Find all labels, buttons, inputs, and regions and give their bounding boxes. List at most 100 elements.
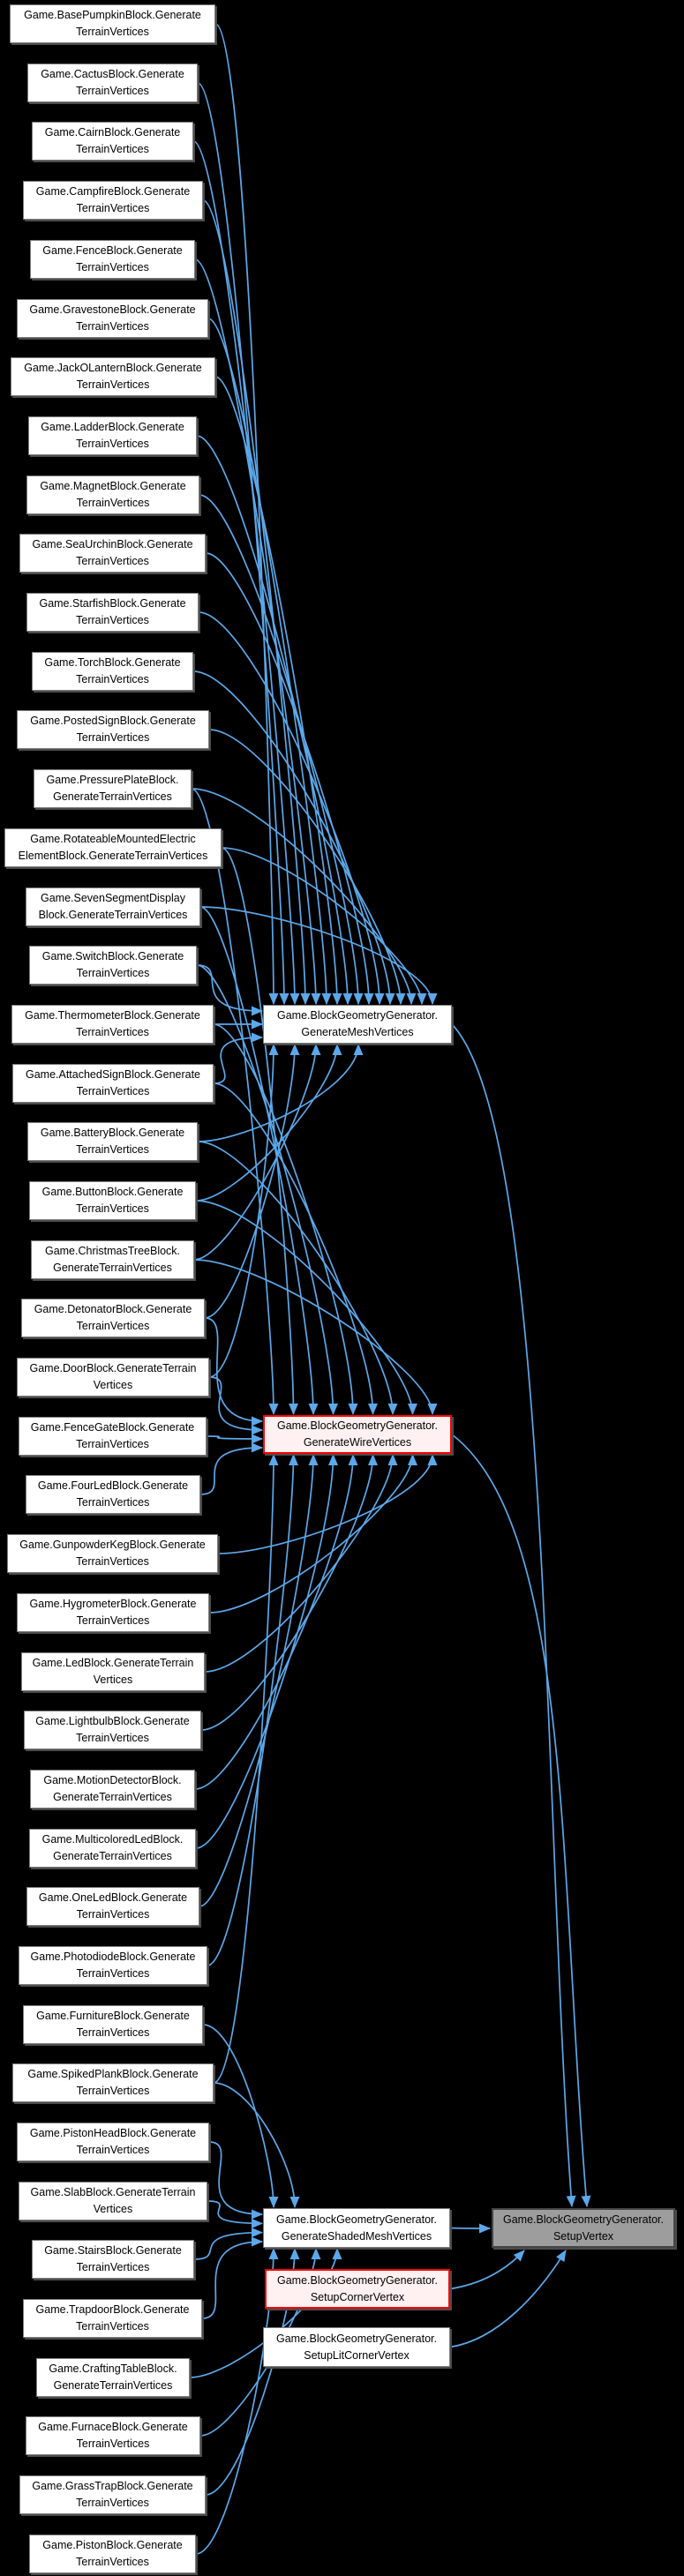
edge-pressure-plate-block-to-generate-mesh-vertices	[191, 788, 417, 1005]
graph-node-label-line: TerrainVertices	[76, 1967, 150, 1980]
graph-node-slab-block[interactable]: Game.SlabBlock.GenerateTerrain Vertices	[19, 2182, 207, 2220]
graph-node-label-line: Game.MotionDetectorBlock.	[43, 1774, 182, 1786]
graph-node-label-line: Game.FenceBlock.Generate	[42, 244, 183, 257]
graph-node-setup-lit-corner-vertex[interactable]: Game.BlockGeometryGenerator. SetupLitCorn…	[263, 2327, 450, 2367]
graph-node-label-line: GenerateShadedMeshVertices	[281, 2229, 432, 2243]
graph-node-gunpowder-keg-block[interactable]: Game.GunpowderKegBlock.Generate TerrainVe…	[7, 1534, 218, 1573]
graph-node-label-line: SetupVertex	[552, 2229, 614, 2243]
graph-node-cairn-block[interactable]: Game.CairnBlock.Generate TerrainVertices	[32, 122, 193, 161]
edge-thermometer-block-to-generate-wire-vertices	[213, 1023, 358, 1415]
graph-node-label-line: TerrainVertices	[76, 2085, 150, 2097]
graph-node-generate-mesh-vertices[interactable]: Game.BlockGeometryGenerator. GenerateMesh…	[263, 1005, 452, 1044]
graph-node-piston-block[interactable]: Game.PistonBlock.Generate TerrainVertices	[29, 2535, 196, 2573]
graph-node-christmas-tree-block[interactable]: Game.ChristmasTreeBlock. GenerateTerrainV…	[31, 1240, 194, 1279]
graph-node-label-line: Game.BlockGeometryGenerator.	[275, 2332, 438, 2345]
graph-node-magnet-block[interactable]: Game.MagnetBlock.Generate TerrainVertices	[26, 476, 199, 514]
graph-node-trapdoor-block[interactable]: Game.TrapdoorBlock.Generate TerrainVertic…	[23, 2299, 202, 2338]
graph-node-stairs-block[interactable]: Game.StairsBlock.Generate TerrainVertices	[32, 2240, 194, 2279]
graph-node-posted-sign-block[interactable]: Game.PostedSignBlock.Generate TerrainVert…	[17, 710, 209, 749]
graph-node-fence-gate-block[interactable]: Game.FenceGateBlock.Generate TerrainVerti…	[19, 1417, 207, 1456]
graph-node-sea-urchin-block[interactable]: Game.SeaUrchinBlock.Generate TerrainVerti…	[19, 534, 206, 573]
graph-node-attached-sign-block[interactable]: Game.AttachedSignBlock.Generate TerrainVe…	[12, 1064, 214, 1103]
edge-rotateable-mounted-electric-element-block-to-generate-mesh-vertices	[221, 847, 427, 1005]
graph-node-rotateable-mounted-electric-element-block[interactable]: Game.RotateableMountedElectric ElementBlo…	[4, 828, 222, 867]
graph-node-label-line: Game.MagnetBlock.Generate	[40, 480, 186, 492]
graph-node-label-line: Game.PostedSignBlock.Generate	[30, 715, 196, 727]
graph-node-label-line: Game.HygrometerBlock.Generate	[29, 1598, 197, 1610]
graph-node-campfire-block[interactable]: Game.CampfireBlock.Generate TerrainVertic…	[23, 181, 203, 220]
edge-seven-segment-display-block-to-generate-mesh-vertices	[199, 906, 438, 1005]
graph-node-pressure-plate-block[interactable]: Game.PressurePlateBlock. GenerateTerrainV…	[34, 769, 192, 808]
graph-node-label-line: Vertices	[93, 2203, 133, 2215]
graph-node-generate-wire-vertices[interactable]: Game.BlockGeometryGenerator. GenerateWire…	[263, 1415, 452, 1454]
graph-node-motion-detector-block[interactable]: Game.MotionDetectorBlock. GenerateTerrain…	[30, 1770, 195, 1808]
graph-node-label-line: Game.ThermometerBlock.Generate	[25, 1009, 200, 1022]
graph-node-multicolored-led-block[interactable]: Game.MulticoloredLedBlock. GenerateTerrai…	[29, 1829, 196, 1868]
graph-node-label-line: Game.TrapdoorBlock.Generate	[35, 2303, 190, 2316]
graph-node-grass-trap-block[interactable]: Game.GrassTrapBlock.Generate TerrainVerti…	[19, 2475, 206, 2514]
edge-one-led-block-to-generate-wire-vertices	[199, 1454, 319, 1907]
graph-node-lightbulb-block[interactable]: Game.LightbulbBlock.Generate TerrainVerti…	[24, 1711, 201, 1749]
graph-node-label-line: Game.GrassTrapBlock.Generate	[32, 2480, 193, 2492]
graph-node-photodiode-block[interactable]: Game.PhotodiodeBlock.Generate TerrainVert…	[19, 1946, 207, 1985]
graph-node-label-line: Game.DoorBlock.GenerateTerrain	[29, 1362, 197, 1374]
graph-node-label-line: GenerateTerrainVertices	[53, 1850, 172, 1862]
graph-node-led-block[interactable]: Game.LedBlock.GenerateTerrain Vertices	[21, 1652, 205, 1691]
graph-node-label-line: Game.GunpowderKegBlock.Generate	[19, 1539, 206, 1551]
graph-node-button-block[interactable]: Game.ButtonBlock.Generate TerrainVertices	[29, 1181, 196, 1220]
graph-node-label-line: GenerateMeshVertices	[301, 1026, 414, 1038]
graph-node-label-line: Game.CactusBlock.Generate	[41, 68, 184, 80]
graph-node-seven-segment-display-block[interactable]: Game.SevenSegmentDisplay Block.GenerateTe…	[26, 887, 200, 926]
graph-node-label-line: Game.TorchBlock.Generate	[44, 656, 181, 669]
graph-node-switch-block[interactable]: Game.SwitchBlock.Generate TerrainVertices	[29, 946, 197, 985]
graph-node-label-line: TerrainVertices	[76, 2320, 149, 2333]
graph-node-furnace-block[interactable]: Game.FurnaceBlock.Generate TerrainVertice…	[26, 2416, 200, 2455]
edge-four-led-block-to-generate-wire-vertices	[199, 1442, 263, 1495]
graph-node-thermometer-block[interactable]: Game.ThermometerBlock.Generate TerrainVer…	[11, 1005, 214, 1044]
graph-node-label-line: TerrainVertices	[76, 614, 149, 626]
graph-node-four-led-block[interactable]: Game.FourLedBlock.Generate TerrainVertice…	[26, 1475, 200, 1514]
graph-node-cactus-block[interactable]: Game.CactusBlock.Generate TerrainVertices	[27, 64, 198, 102]
graph-node-generate-shaded-mesh-vertices[interactable]: Game.BlockGeometryGenerator. GenerateShad…	[263, 2208, 450, 2248]
edge-door-block-to-generate-wire-vertices	[208, 1376, 263, 1435]
graph-node-label-line: Game.PistonBlock.Generate	[42, 2539, 183, 2551]
graph-node-spiked-plank-block[interactable]: Game.SpikedPlankBlock.Generate TerrainVer…	[12, 2063, 214, 2102]
graph-node-base-pumpkin-block[interactable]: Game.BasePumpkinBlock.Generate TerrainVer…	[10, 4, 215, 43]
graph-node-label-line: TerrainVertices	[76, 2437, 150, 2450]
graph-node-jack-o-lantern-block[interactable]: Game.JackOLanternBlock.Generate TerrainVe…	[11, 357, 215, 396]
graph-node-label-line: Game.ChristmasTreeBlock.	[44, 1245, 181, 1257]
graph-node-ladder-block[interactable]: Game.LadderBlock.Generate TerrainVertices	[28, 416, 197, 455]
edge-sea-urchin-block-to-generate-mesh-vertices	[205, 552, 374, 1005]
graph-node-fence-block[interactable]: Game.FenceBlock.Generate TerrainVertices	[30, 240, 195, 279]
edge-door-block-to-generate-mesh-vertices	[208, 1044, 279, 1378]
graph-node-label-line: Game.BlockGeometryGenerator.	[276, 2273, 439, 2287]
graph-node-gravestone-block[interactable]: Game.GravestoneBlock.Generate TerrainVert…	[17, 299, 208, 338]
graph-node-piston-head-block[interactable]: Game.PistonHeadBlock.Generate TerrainVert…	[17, 2123, 209, 2161]
graph-node-label-line: TerrainVertices	[76, 497, 150, 509]
edge-piston-head-block-to-generate-shaded-mesh-vertices	[208, 2141, 263, 2220]
graph-node-label-line: TerrainVertices	[76, 1143, 149, 1156]
graph-node-label-line: Game.BlockGeometryGenerator.	[275, 2213, 438, 2226]
graph-node-label-line: TerrainVertices	[76, 673, 149, 685]
graph-node-label-line: Game.ButtonBlock.Generate	[41, 1186, 184, 1198]
edge-setup-corner-vertex-to-setup-vertex	[449, 2250, 525, 2290]
graph-node-setup-vertex[interactable]: Game.BlockGeometryGenerator. SetupVertex	[492, 2208, 675, 2248]
graph-node-crafting-table-block[interactable]: Game.CraftingTableBlock. GenerateTerrainV…	[36, 2358, 190, 2397]
graph-node-door-block[interactable]: Game.DoorBlock.GenerateTerrain Vertices	[17, 1358, 209, 1397]
graph-node-furniture-block[interactable]: Game.FurnitureBlock.Generate TerrainVerti…	[23, 2005, 203, 2044]
graph-node-torch-block[interactable]: Game.TorchBlock.Generate TerrainVertices	[32, 652, 193, 691]
graph-node-label-line: Game.SeaUrchinBlock.Generate	[32, 538, 193, 550]
edge-multicolored-led-block-to-generate-wire-vertices	[195, 1454, 338, 1849]
graph-node-hygrometer-block[interactable]: Game.HygrometerBlock.Generate TerrainVert…	[17, 1593, 209, 1632]
edge-stairs-block-to-generate-shaded-mesh-vertices	[193, 2228, 263, 2260]
graph-node-one-led-block[interactable]: Game.OneLedBlock.Generate TerrainVertices	[26, 1887, 199, 1926]
graph-node-starfish-block[interactable]: Game.StarfishBlock.Generate TerrainVertic…	[26, 593, 199, 632]
graph-node-label-line: Game.StairsBlock.Generate	[44, 2244, 182, 2257]
graph-node-label-line: TerrainVertices	[76, 1614, 150, 1627]
graph-node-setup-corner-vertex[interactable]: Game.BlockGeometryGenerator. SetupCornerV…	[265, 2269, 450, 2309]
graph-node-detonator-block[interactable]: Game.DetonatorBlock.Generate TerrainVerti…	[21, 1299, 205, 1337]
graph-node-label-line: ElementBlock.GenerateTerrainVertices	[18, 850, 208, 862]
edge-christmas-tree-block-to-generate-mesh-vertices	[193, 1044, 321, 1261]
graph-node-battery-block[interactable]: Game.BatteryBlock.Generate TerrainVertice…	[27, 1122, 198, 1161]
